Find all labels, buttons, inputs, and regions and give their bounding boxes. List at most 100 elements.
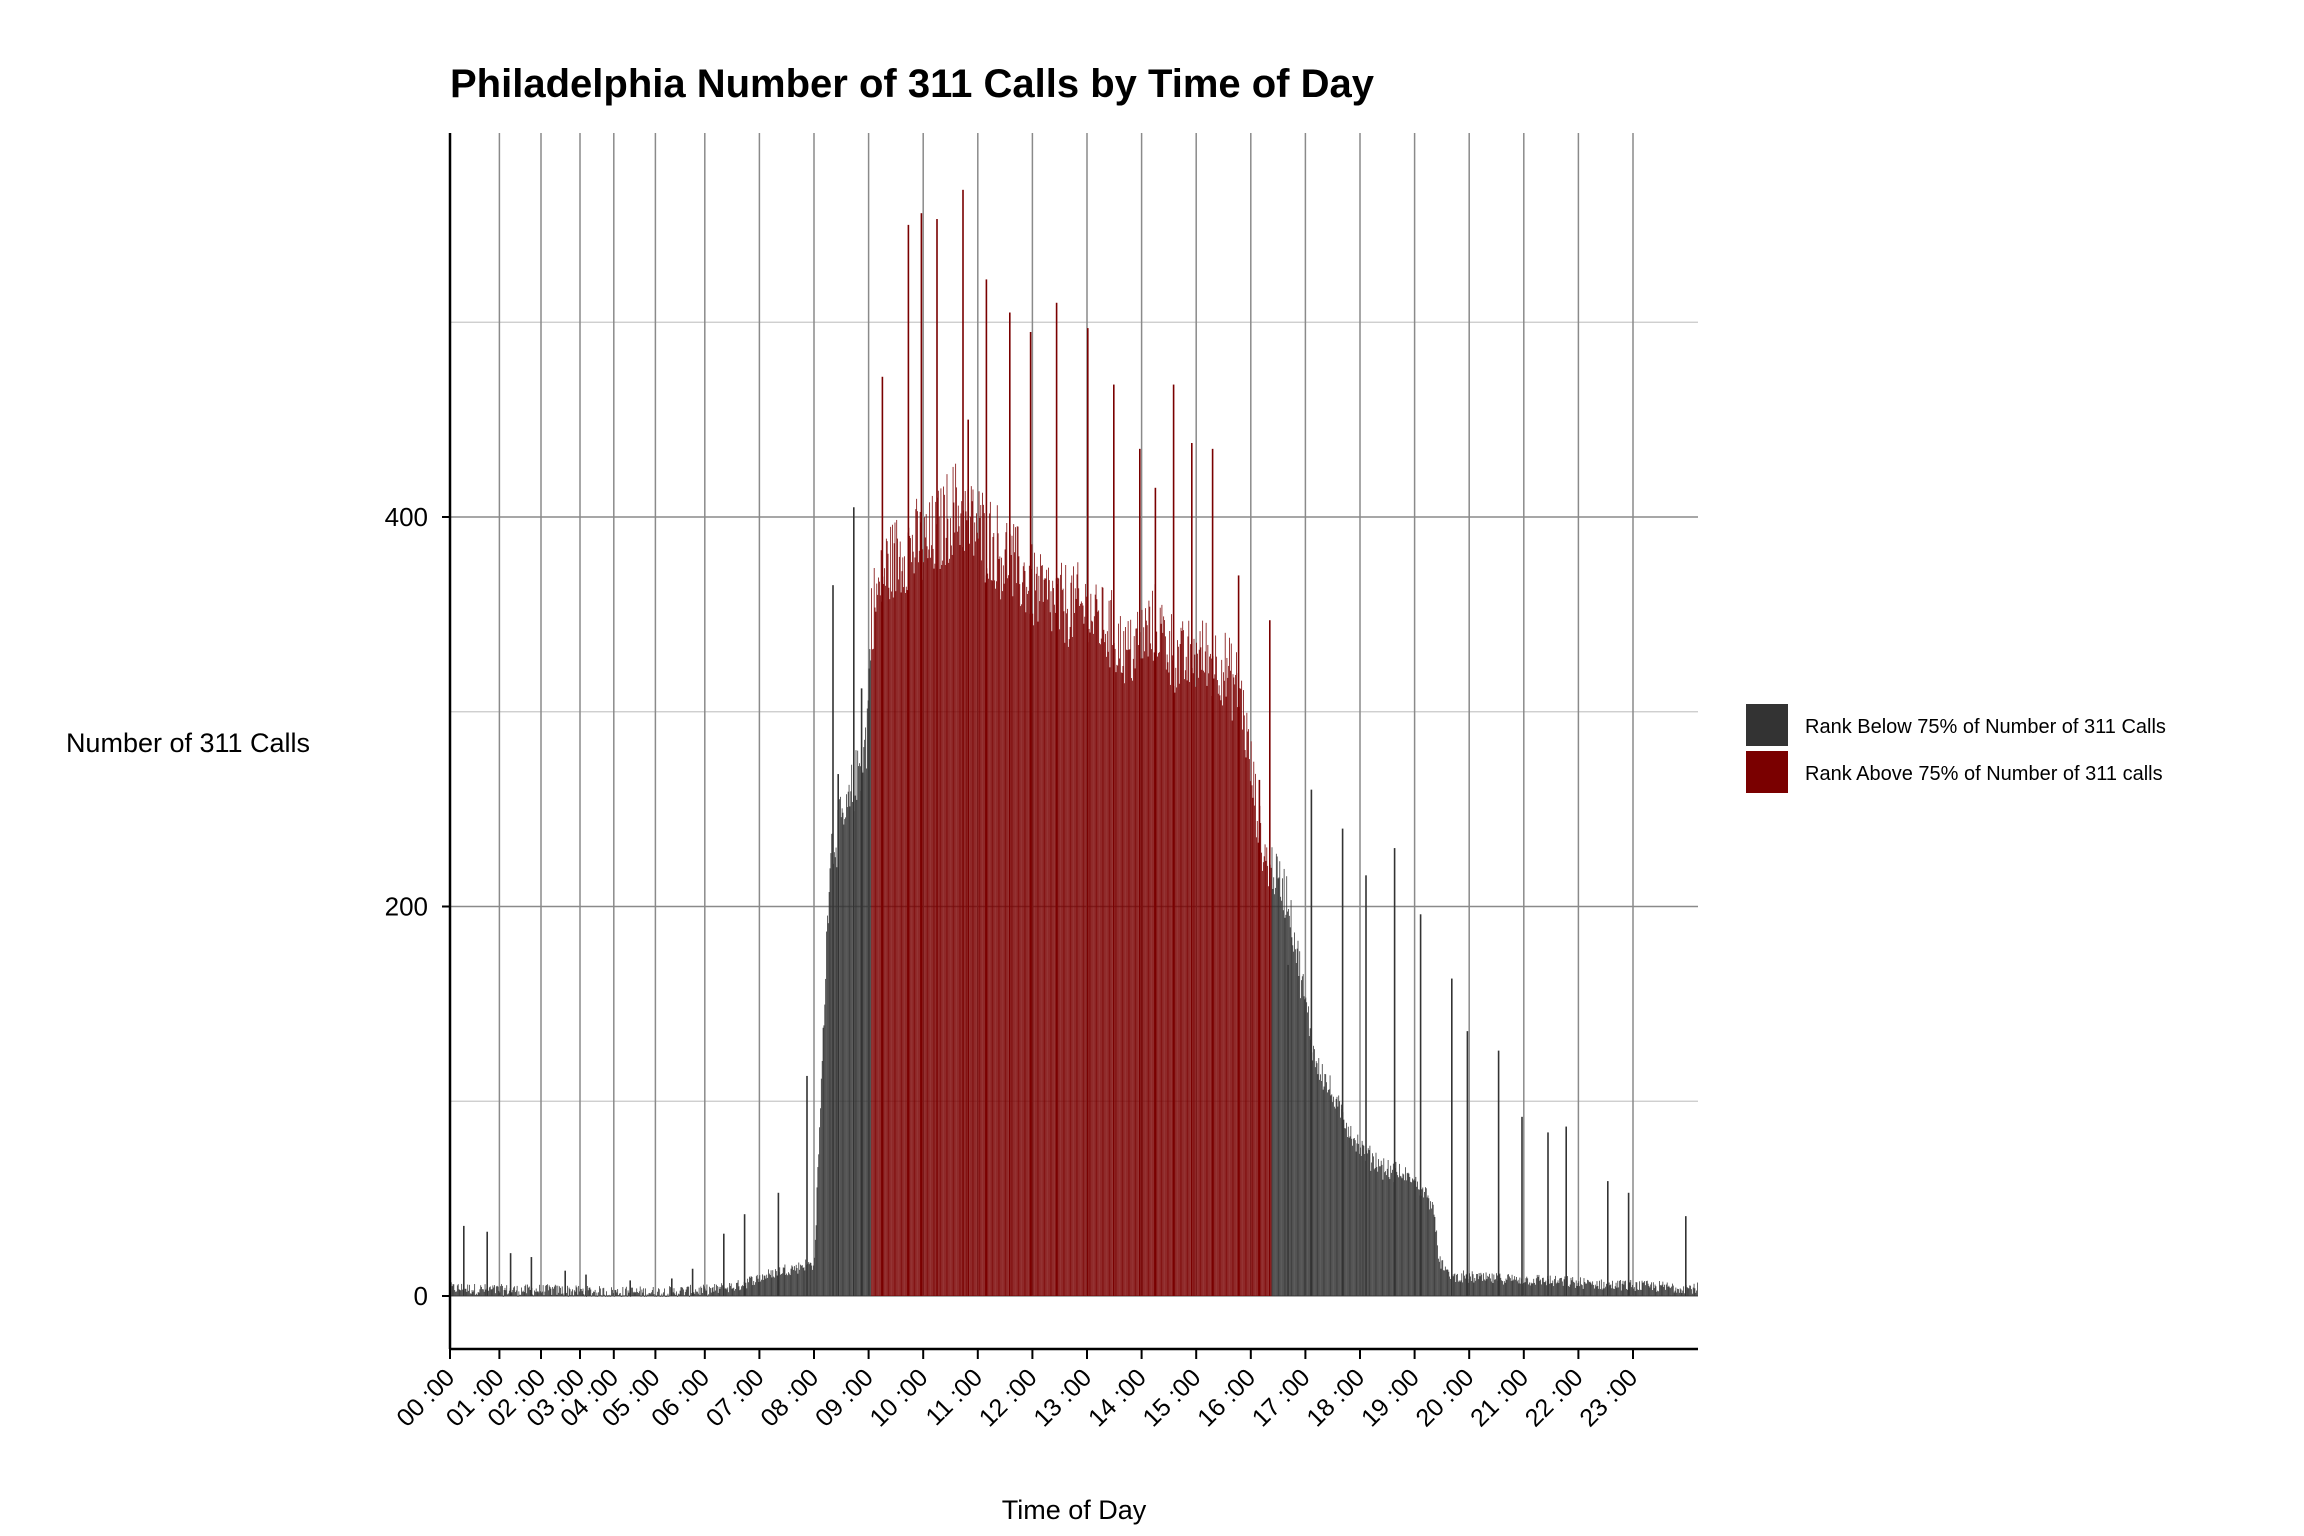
bar [827,923,829,1296]
bar [1058,578,1060,1296]
bar [1241,680,1243,1296]
bar [1691,1289,1692,1296]
bar [568,1287,570,1296]
bar [1506,1279,1508,1296]
bar [944,494,945,1296]
bar [858,766,859,1296]
bar [489,1286,491,1296]
bar [1590,1282,1592,1296]
bar [1331,1094,1333,1296]
bar [867,700,869,1296]
bar [1207,644,1209,1296]
bar [1321,1064,1323,1296]
bar [729,1283,730,1296]
bar [1599,1280,1600,1296]
bar [590,1289,592,1296]
bar [1015,527,1016,1296]
bar [1300,998,1301,1296]
bar [1659,1285,1661,1296]
bar [1347,1126,1349,1296]
bar [1655,1286,1657,1296]
bar [1697,1282,1698,1296]
bar [939,568,941,1296]
bar [619,1293,620,1296]
bar [948,562,950,1296]
bar [1526,1276,1528,1296]
bar [573,1295,574,1297]
bar [1639,1289,1641,1296]
bar [922,549,924,1296]
bar [598,1292,599,1296]
bar [1146,625,1148,1296]
bar [1676,1292,1678,1296]
bar [1433,1214,1435,1296]
bar [1373,1169,1375,1296]
bar [1279,861,1281,1296]
bar [1478,1273,1480,1296]
bar-spike [1113,384,1115,1296]
bar [1414,1180,1416,1296]
bar [508,1290,510,1296]
bar [1665,1289,1666,1296]
bar [718,1286,720,1296]
bar [887,553,889,1296]
bar [623,1295,625,1297]
bar [1180,627,1182,1296]
bar [942,560,944,1296]
bar [1484,1280,1486,1296]
bar [1550,1283,1552,1296]
bar [798,1262,800,1296]
bar [1504,1282,1506,1296]
bar [1078,588,1080,1296]
bar [571,1291,573,1296]
bar [1302,974,1304,1296]
bar [1182,621,1184,1296]
bar [652,1287,654,1296]
bar-spike [1310,789,1313,1296]
bar [1118,623,1119,1296]
bar [748,1282,749,1296]
bar [490,1289,492,1296]
bar [616,1292,618,1296]
bar [1687,1288,1689,1296]
bar [888,587,890,1296]
bar [1575,1280,1577,1296]
bar [1372,1153,1373,1296]
bar [1217,693,1219,1296]
bar [702,1293,703,1296]
bar [474,1284,476,1296]
bar [1267,865,1269,1296]
bar [981,560,983,1296]
bar [771,1277,773,1296]
x-tick-label: 06 :00 [646,1363,715,1432]
bar [1641,1280,1643,1296]
bar [1314,1067,1316,1296]
bar [1199,631,1201,1296]
bar-spike [1139,448,1141,1297]
bar [773,1276,775,1296]
bar [1536,1274,1538,1296]
bar [527,1284,528,1296]
bar [532,1294,534,1296]
bar [996,505,998,1297]
bar [979,517,981,1296]
bar [528,1286,530,1296]
bar [1417,1181,1418,1296]
bar [934,563,936,1296]
bar-spike [691,1268,694,1296]
bar [1635,1282,1637,1296]
bar [1344,1128,1346,1296]
bar [540,1291,541,1296]
bar [1086,596,1087,1296]
bar [668,1296,670,1297]
bar [1370,1170,1372,1296]
x-tick-label: 16 :00 [1192,1363,1261,1432]
bar [1383,1158,1385,1296]
bar [819,1127,820,1296]
bar [1084,616,1086,1296]
bar [1523,1282,1525,1296]
bar [1588,1282,1590,1296]
bar [475,1294,476,1296]
bar [972,489,974,1296]
bar [995,588,996,1296]
